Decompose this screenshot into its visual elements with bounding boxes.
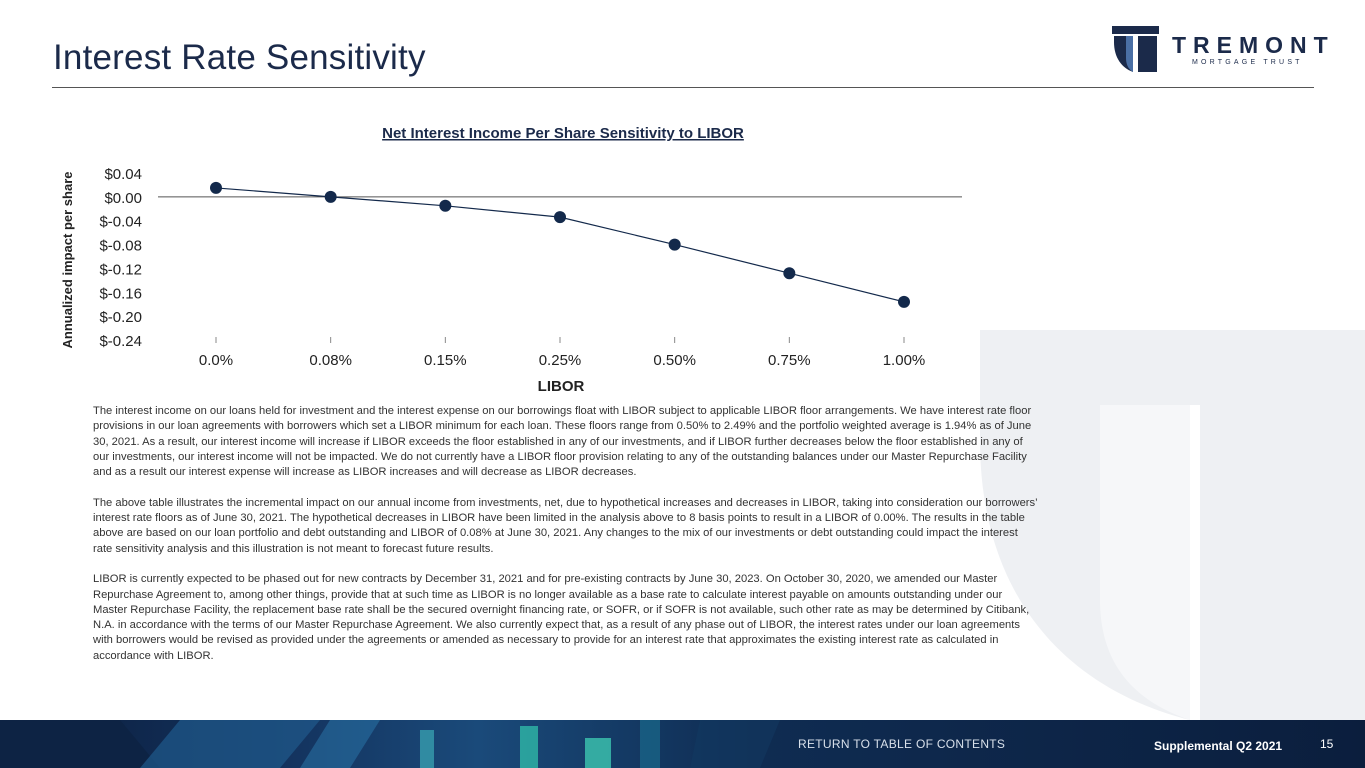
page-number: 15 — [1320, 737, 1334, 751]
company-logo: TREMONT MORTGAGE TRUST — [1112, 26, 1328, 76]
data-point — [898, 295, 910, 308]
x-axis-label: LIBOR — [538, 378, 585, 395]
paragraph-libor-phase-out: LIBOR is currently expected to be phased… — [93, 573, 1030, 662]
y-tick-label: $-0.04 — [99, 214, 142, 231]
data-point — [554, 211, 566, 224]
series-line — [215, 187, 905, 303]
paragraph-floor-arrangements: The interest income on our loans held fo… — [93, 405, 1032, 479]
y-tick-label: $-0.08 — [99, 238, 142, 255]
data-point — [783, 267, 796, 280]
x-tick-label: 0.15% — [424, 352, 467, 369]
y-tick-label: $0.00 — [104, 190, 142, 207]
sensitivity-chart: Net Interest Income Per Share Sensitivit… — [60, 125, 962, 395]
logo-subtitle: MORTGAGE TRUST — [1192, 59, 1303, 66]
y-tick-label: $-0.16 — [99, 285, 142, 302]
x-tick-label: 0.0% — [199, 352, 233, 369]
data-point — [668, 238, 681, 251]
x-tick-label: 1.00% — [883, 352, 926, 369]
logo-wordmark: TREMONT — [1172, 32, 1335, 58]
logo-t-icon — [1112, 26, 1159, 72]
x-tick-label: 0.75% — [768, 352, 811, 369]
footer-report-label: Supplemental Q2 2021 — [1154, 739, 1283, 753]
y-tick-label: $-0.12 — [99, 261, 142, 278]
y-tick-label: $-0.20 — [99, 309, 142, 326]
title-divider — [52, 87, 1314, 88]
body-text: The interest income on our loans held fo… — [93, 404, 1038, 679]
data-point — [210, 181, 222, 194]
y-tick-label: $-0.24 — [99, 333, 142, 350]
footer-decoration — [0, 720, 780, 768]
chart-title: Net Interest Income Per Share Sensitivit… — [382, 125, 744, 142]
watermark-logo — [980, 330, 1365, 720]
footer-bar: RETURN TO TABLE OF CONTENTS Supplemental… — [0, 720, 1365, 768]
x-tick-label: 0.25% — [539, 352, 582, 369]
y-axis-label: Annualized impact per share — [60, 172, 75, 349]
x-tick-label: 0.50% — [653, 352, 696, 369]
paragraph-incremental-impact: The above table illustrates the incremen… — [93, 496, 1038, 555]
page-title: Interest Rate Sensitivity — [53, 38, 426, 77]
data-point — [324, 190, 337, 203]
data-point — [439, 199, 452, 212]
y-tick-label: $0.04 — [104, 166, 142, 183]
x-tick-label: 0.08% — [309, 352, 352, 369]
return-to-toc-link[interactable]: RETURN TO TABLE OF CONTENTS — [798, 737, 1006, 751]
